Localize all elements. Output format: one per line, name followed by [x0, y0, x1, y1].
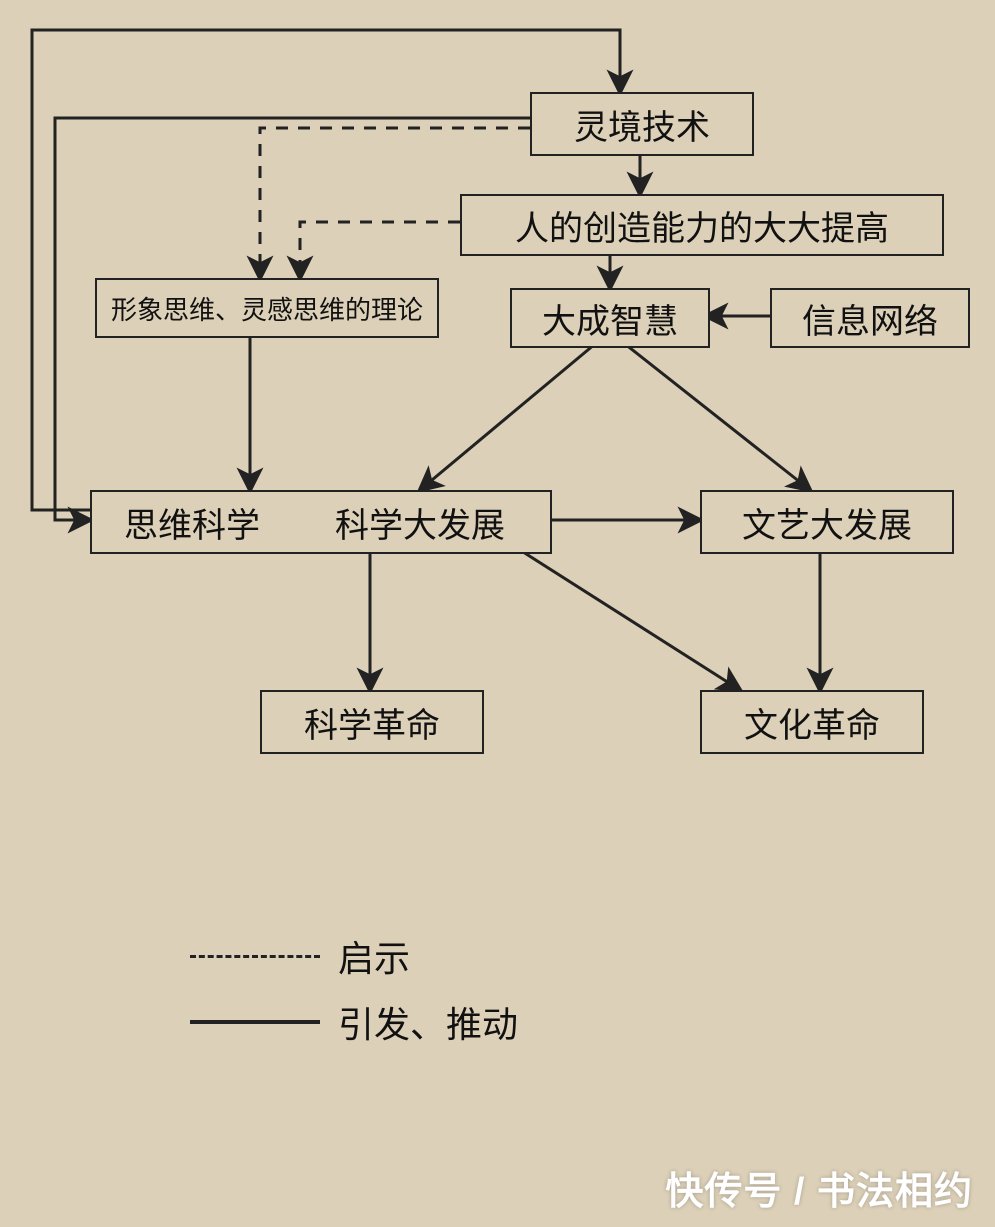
node-label: 灵境技术 — [574, 100, 710, 149]
node-label: 形象思维、灵感思维的理论 — [111, 290, 423, 327]
edge — [520, 550, 740, 690]
edge — [300, 222, 460, 278]
watermark: 快传号 / 书法相约 — [665, 1160, 973, 1215]
node-wenyi-fazhan: 文艺大发展 — [700, 490, 954, 554]
node-wenhua-geming: 文化革命 — [700, 690, 924, 754]
node-dacheng: 大成智慧 — [510, 288, 710, 348]
node-label: 文艺大发展 — [742, 498, 912, 547]
node-label: 思维科学 — [124, 498, 260, 547]
node-lingjing: 灵境技术 — [530, 92, 754, 156]
node-kexue-fazhan: 科学大发展 — [290, 490, 552, 554]
node-label: 大成智慧 — [542, 294, 678, 343]
node-xingxiang: 形象思维、灵感思维的理论 — [95, 278, 439, 338]
legend-row-dashed: 启示 — [190, 930, 518, 982]
node-label: 科学大发展 — [335, 498, 505, 547]
legend: 启示 引发、推动 — [190, 930, 518, 1062]
edge — [625, 344, 810, 490]
node-label: 人的创造能力的大大提高 — [515, 201, 889, 250]
legend-swatch-dashed — [190, 955, 320, 958]
legend-row-solid: 引发、推动 — [190, 996, 518, 1048]
legend-swatch-solid — [190, 1020, 320, 1024]
node-label: 信息网络 — [802, 294, 938, 343]
legend-label: 启示 — [338, 930, 410, 982]
node-xinxi: 信息网络 — [770, 288, 970, 348]
legend-label: 引发、推动 — [338, 996, 518, 1048]
node-label: 文化革命 — [744, 698, 880, 747]
node-chuangzao: 人的创造能力的大大提高 — [460, 194, 944, 256]
node-label: 科学革命 — [304, 698, 440, 747]
node-siwei-kexue: 思维科学 — [90, 490, 292, 554]
edge — [420, 344, 595, 490]
node-kexue-geming: 科学革命 — [260, 690, 484, 754]
